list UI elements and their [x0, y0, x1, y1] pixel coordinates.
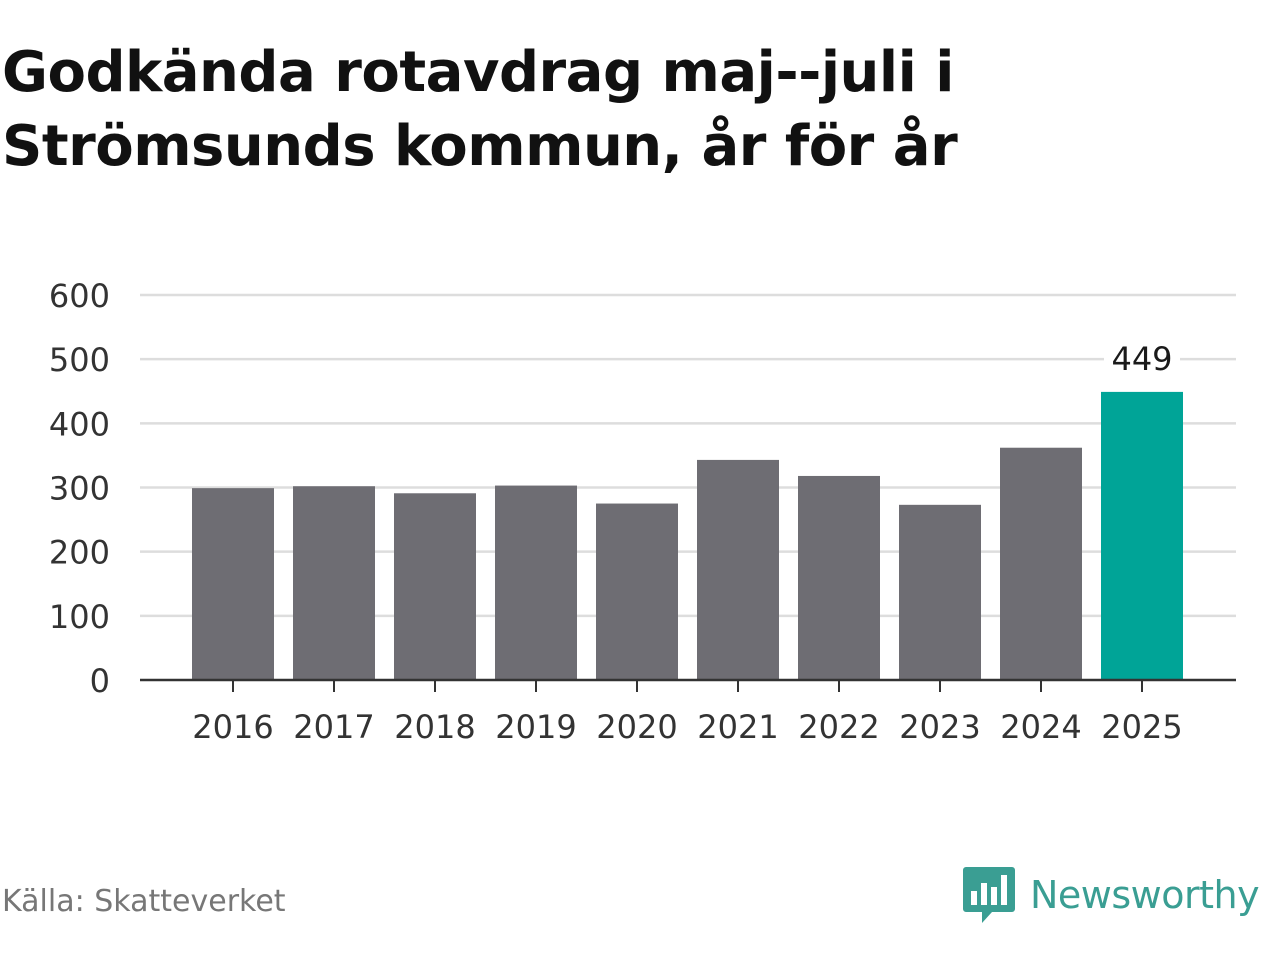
y-tick-label: 600 — [49, 277, 110, 315]
y-tick-label: 500 — [49, 341, 110, 379]
y-tick-label: 0 — [90, 662, 110, 700]
y-tick-label: 300 — [49, 470, 110, 508]
source-note: Källa: Skatteverket — [2, 884, 286, 919]
brand-logo: Newsworthy — [962, 862, 1260, 928]
y-tick-label: 100 — [49, 598, 110, 636]
y-tick-label: 400 — [49, 405, 110, 443]
bar-2021 — [697, 459, 779, 680]
data-labels: 449 — [1104, 339, 1180, 380]
bar-chart: 0 100 200 300 400 500 600 449 2016 2017 2018 2019… — [49, 277, 1236, 746]
bar-2024 — [1000, 447, 1082, 680]
bar-2022 — [798, 475, 880, 680]
bar-2016 — [192, 488, 274, 680]
x-tick-label: 2025 — [1101, 708, 1182, 746]
bar-2017 — [293, 486, 375, 680]
x-tick-label: 2021 — [697, 708, 778, 746]
y-axis-ticks: 0 100 200 300 400 500 600 — [49, 277, 110, 700]
bars — [192, 391, 1183, 680]
brand-name: Newsworthy — [1030, 873, 1260, 917]
x-tick-label: 2020 — [596, 708, 677, 746]
x-tick-label: 2022 — [798, 708, 879, 746]
bar-2020 — [596, 503, 678, 680]
data-label-2025: 449 — [1111, 340, 1172, 378]
y-tick-label: 200 — [49, 534, 110, 572]
newsworthy-logo-icon — [963, 867, 1015, 923]
x-tick-label: 2024 — [1000, 708, 1081, 746]
chart-title: Godkända rotavdrag maj--juli i Strömsund… — [2, 40, 958, 179]
x-tick-label: 2023 — [899, 708, 980, 746]
bar-2018 — [394, 493, 476, 680]
data-label-background — [1104, 339, 1180, 380]
bar-2023 — [899, 504, 981, 680]
bar-2025 — [1101, 391, 1183, 680]
x-axis: 2016 2017 2018 2019 2020 2021 2022 2023 2024 2025 — [140, 678, 1236, 746]
x-tick-label: 2019 — [495, 708, 576, 746]
x-tick-label: 2017 — [293, 708, 374, 746]
bar-2019 — [495, 485, 577, 680]
x-tick-label: 2018 — [394, 708, 475, 746]
x-tick-label: 2016 — [192, 708, 273, 746]
